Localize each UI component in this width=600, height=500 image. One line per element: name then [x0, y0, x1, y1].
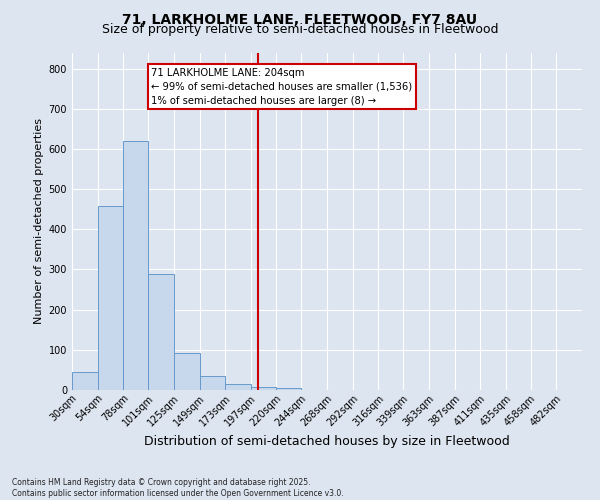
Text: Size of property relative to semi-detached houses in Fleetwood: Size of property relative to semi-detach…	[102, 22, 498, 36]
Bar	[275, 388, 301, 390]
Bar	[251, 387, 275, 390]
Bar	[124, 142, 148, 390]
Bar	[199, 376, 225, 390]
Text: 71 LARKHOLME LANE: 204sqm
← 99% of semi-detached houses are smaller (1,536)
1% o: 71 LARKHOLME LANE: 204sqm ← 99% of semi-…	[151, 68, 412, 106]
Bar	[98, 206, 124, 390]
Bar	[72, 372, 98, 390]
X-axis label: Distribution of semi-detached houses by size in Fleetwood: Distribution of semi-detached houses by …	[144, 434, 510, 448]
Bar	[174, 352, 199, 390]
Bar	[148, 274, 174, 390]
Y-axis label: Number of semi-detached properties: Number of semi-detached properties	[34, 118, 44, 324]
Text: 71, LARKHOLME LANE, FLEETWOOD, FY7 8AU: 71, LARKHOLME LANE, FLEETWOOD, FY7 8AU	[122, 12, 478, 26]
Bar	[225, 384, 251, 390]
Text: Contains HM Land Registry data © Crown copyright and database right 2025.
Contai: Contains HM Land Registry data © Crown c…	[12, 478, 344, 498]
